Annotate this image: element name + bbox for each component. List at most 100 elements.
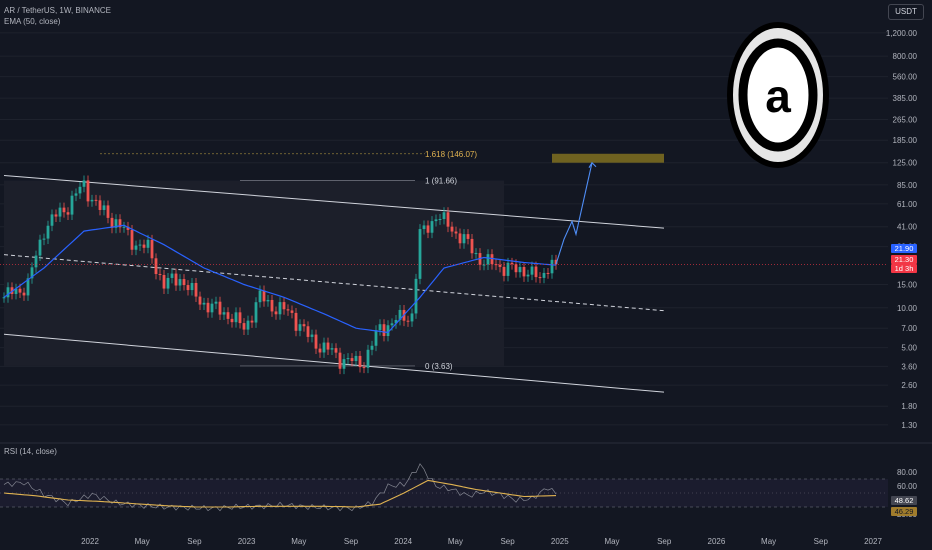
candle-body — [114, 219, 118, 228]
candle-body — [410, 313, 414, 322]
candle-body — [286, 309, 290, 311]
candle-body — [34, 255, 38, 268]
candle-body — [494, 264, 498, 266]
candle-body — [198, 296, 202, 305]
candle-body — [130, 229, 134, 250]
projection-path — [555, 162, 593, 265]
channel-upper-line — [3, 175, 665, 229]
candle-body — [290, 310, 294, 313]
candle-body — [310, 334, 314, 337]
price-axis-label: 41.00 — [897, 223, 918, 232]
candle-body — [186, 285, 190, 291]
candle-body — [102, 205, 106, 210]
candle-body — [26, 278, 30, 296]
time-axis-label: May — [604, 537, 619, 546]
candle-body — [322, 342, 326, 353]
candle-body — [178, 279, 182, 286]
candle-body — [270, 299, 274, 312]
candle-body — [442, 212, 446, 220]
candle-body — [238, 312, 242, 324]
price-axis-label: 185.00 — [893, 136, 918, 145]
time-axis-label: 2022 — [81, 537, 99, 546]
channel-lower-line — [3, 333, 665, 393]
candle-body — [298, 324, 302, 331]
candle-body — [206, 302, 210, 313]
time-axis-label: May — [761, 537, 776, 546]
candle-body — [546, 272, 550, 274]
price-axis-label: 1.30 — [901, 421, 917, 430]
candle-body — [98, 200, 102, 210]
candle-body — [306, 326, 310, 337]
candle-body — [10, 287, 14, 294]
candle-body — [350, 358, 354, 362]
price-axis-label: 1,200.00 — [886, 29, 918, 38]
candle-body — [502, 266, 506, 276]
fib-level-label: 0 (3.63) — [425, 362, 453, 371]
candle-body — [346, 358, 350, 360]
price-axis-label: 560.00 — [893, 73, 918, 82]
candle-body — [90, 199, 94, 202]
candle-body — [314, 334, 318, 349]
candle-body — [422, 225, 426, 230]
ema-indicator-label[interactable]: EMA (50, close) — [4, 17, 61, 26]
candle-body — [294, 312, 298, 331]
candle-body — [138, 244, 142, 246]
candle-body — [66, 212, 70, 215]
candle-body — [38, 239, 42, 256]
candle-body — [490, 254, 494, 265]
candle-body — [210, 303, 214, 313]
candle-body — [194, 283, 198, 297]
time-axis-label: May — [135, 537, 150, 546]
currency-button[interactable]: USDT — [888, 4, 924, 20]
candle-body — [282, 302, 286, 310]
candle-body — [390, 323, 394, 326]
candle-body — [154, 258, 158, 275]
candle-body — [146, 239, 150, 248]
candle-body — [262, 290, 266, 302]
candle-body — [530, 266, 534, 275]
ema-line — [3, 224, 557, 334]
rsi-ma-value-tag: 46.29 — [891, 507, 917, 516]
rsi-value-tag: 48.62 — [891, 496, 917, 505]
candle-body — [182, 279, 186, 286]
time-axis-label: 2025 — [551, 537, 569, 546]
candle-body — [226, 312, 230, 319]
candle-body — [74, 193, 78, 196]
candle-body — [438, 219, 442, 221]
rsi-indicator-label[interactable]: RSI (14, close) — [4, 447, 57, 456]
candle-body — [6, 287, 10, 298]
time-axis-label: 2024 — [394, 537, 412, 546]
candle-body — [510, 262, 514, 265]
candle-body — [246, 320, 250, 330]
candle-body — [118, 219, 122, 228]
candle-body — [554, 259, 558, 265]
candle-body — [122, 226, 126, 228]
price-axis-label: 85.00 — [897, 181, 918, 190]
candle-body — [166, 277, 170, 289]
symbol-title: AR / TetherUS, 1W, BINANCE — [4, 6, 111, 15]
time-axis-label: May — [291, 537, 306, 546]
candle-body — [202, 302, 206, 305]
time-axis-label: 2026 — [708, 537, 726, 546]
candle-body — [158, 274, 162, 276]
candle-body — [110, 217, 114, 228]
price-tag: 21.90 — [891, 244, 917, 253]
candle-body — [522, 267, 526, 277]
time-axis-label: Sep — [657, 537, 672, 546]
candle-body — [398, 309, 402, 320]
price-axis-label: 3.60 — [901, 362, 917, 371]
candle-body — [62, 207, 66, 213]
fib-level-label: 1.618 (146.07) — [425, 150, 477, 159]
time-axis-label: 2027 — [864, 537, 882, 546]
candle-body — [514, 264, 518, 273]
time-axis-label: Sep — [814, 537, 829, 546]
candle-body — [482, 264, 486, 266]
candle-body — [2, 297, 6, 299]
candle-body — [518, 267, 522, 273]
candle-body — [86, 180, 90, 202]
candle-body — [434, 219, 438, 222]
candle-body — [94, 199, 98, 201]
candle-body — [394, 319, 398, 324]
candle-body — [414, 278, 418, 314]
